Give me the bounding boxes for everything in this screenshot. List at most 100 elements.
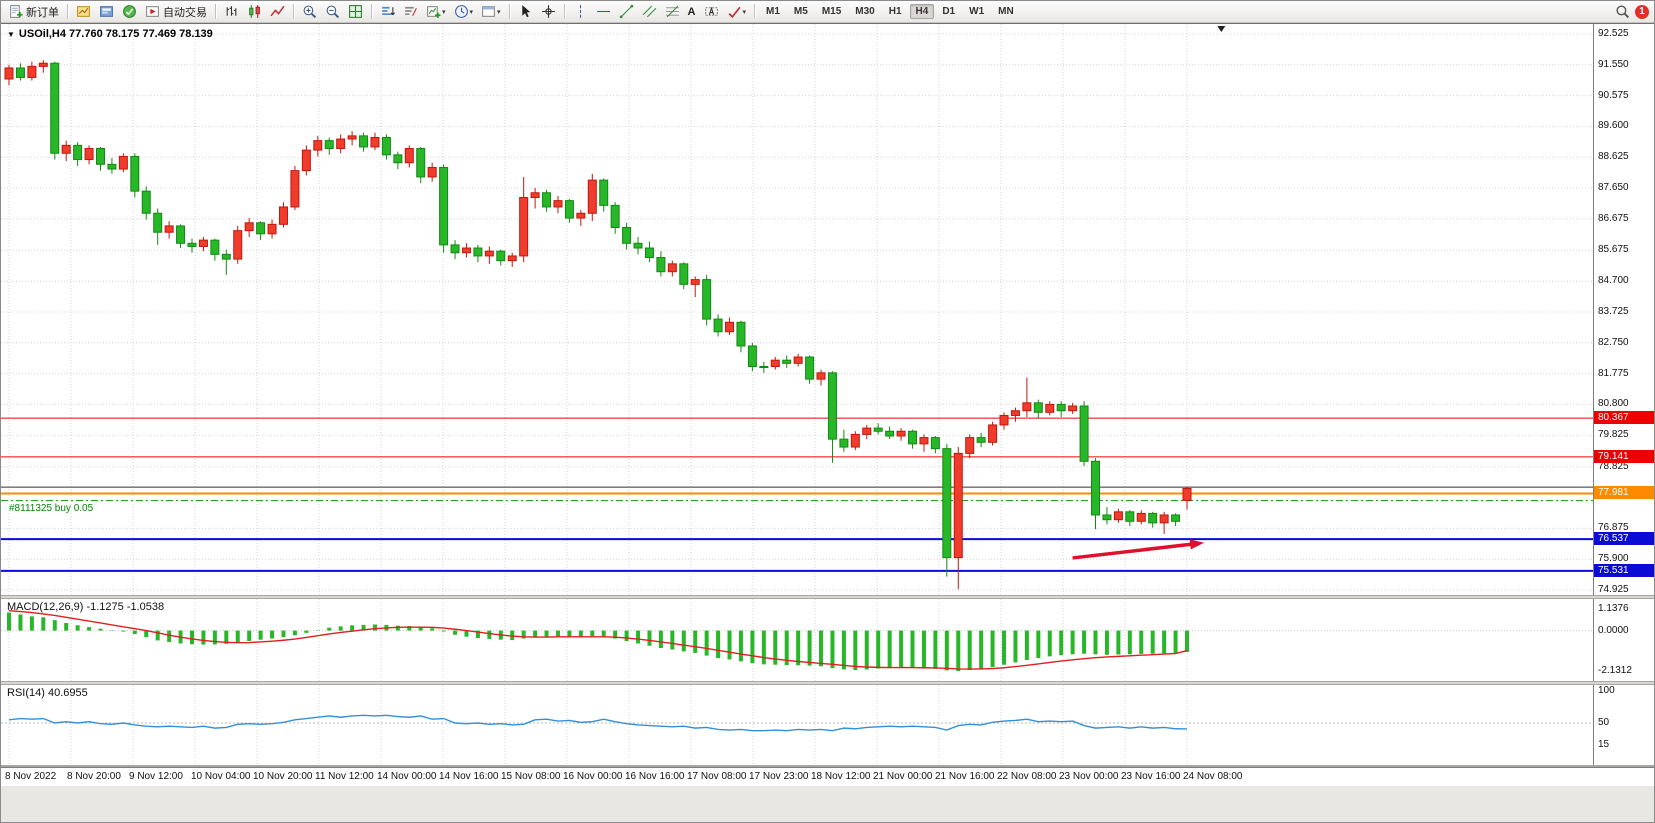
time-axis[interactable]: 8 Nov 2022 8 Nov 20:00 9 Nov 12:00 10 Nov 0…	[1, 767, 1654, 786]
candle-body	[553, 200, 563, 208]
candle-body	[290, 170, 300, 208]
indicators-list-button[interactable]	[376, 1, 399, 22]
caret-down-icon: ▾	[497, 8, 501, 16]
arrow-objects-button[interactable]: ▾	[723, 1, 751, 22]
price-axis-label: 90.575	[1598, 89, 1629, 101]
candle-body	[141, 190, 151, 214]
trendline-button[interactable]	[615, 1, 638, 22]
profiles-button[interactable]	[95, 1, 118, 22]
candle-body	[359, 135, 369, 148]
templates-button[interactable]: ▾	[477, 1, 505, 22]
indicator-list-icon	[403, 4, 418, 19]
time-axis-label: 23 Nov 16:00	[1121, 771, 1181, 782]
search-icon[interactable]	[1615, 4, 1630, 19]
cursor-button[interactable]	[514, 1, 537, 22]
tile-windows-button[interactable]	[344, 1, 367, 22]
timeframe-H4-button[interactable]: H4	[909, 4, 935, 19]
bar-chart-mode-button[interactable]	[220, 1, 243, 22]
timeframe-W1-button[interactable]: W1	[969, 6, 985, 17]
pane-splitter[interactable]	[1, 595, 1654, 599]
pane-splitter[interactable]	[1, 681, 1654, 685]
market-watch-button[interactable]	[118, 1, 141, 22]
price-axis-label: 80.800	[1598, 398, 1629, 410]
time-axis-label: 18 Nov 12:00	[811, 771, 871, 782]
candle-body	[50, 62, 60, 154]
price-axis-label: 75.900	[1598, 553, 1629, 565]
timeframe-M5-button[interactable]: M5	[793, 6, 808, 17]
line-chart-mode-button[interactable]	[266, 1, 289, 22]
zoom-in-button[interactable]	[298, 1, 321, 22]
timeframe-M30-button[interactable]: M30	[855, 6, 875, 17]
rsi-pane[interactable]: RSI(14) 40.6955	[1, 685, 1593, 765]
time-axis-label: 14 Nov 16:00	[439, 771, 499, 782]
label-icon	[704, 4, 719, 19]
candle-body	[107, 163, 117, 170]
candle-body	[850, 433, 860, 448]
macd-signal-line	[8, 609, 1188, 670]
hline-icon	[596, 4, 611, 19]
candle-body	[656, 257, 666, 273]
candle-body	[930, 437, 940, 450]
text-label-button[interactable]	[700, 1, 723, 22]
new-chart-button[interactable]	[72, 1, 95, 22]
horizontal-line-button[interactable]	[592, 1, 615, 22]
candle-body	[244, 222, 254, 232]
macd-axis-label: 0.0000	[1598, 624, 1629, 636]
time-axis-label: 14 Nov 00:00	[377, 771, 437, 782]
periods-button[interactable]: ▾	[450, 1, 478, 22]
equidistant-channel-button[interactable]	[638, 1, 661, 22]
candle-body	[885, 430, 895, 437]
candle-body	[153, 212, 163, 233]
toolbar-separator	[754, 4, 756, 19]
price-axis-label: 86.675	[1598, 212, 1629, 224]
time-axis-label: 17 Nov 08:00	[687, 771, 747, 782]
candle-body	[725, 321, 735, 333]
candle-body	[4, 67, 14, 80]
price-axis-label: 91.550	[1598, 58, 1629, 70]
cursor-icon	[518, 4, 533, 19]
crosshair-button[interactable]	[537, 1, 560, 22]
bar-chart-icon	[224, 4, 239, 19]
candle-body	[587, 179, 597, 214]
zoom-out-button[interactable]	[321, 1, 344, 22]
price-marker: 76.537	[1594, 532, 1654, 546]
timeframe-H1-button[interactable]: H1	[888, 6, 902, 17]
candlestick-mode-button[interactable]	[243, 1, 266, 22]
candle-body	[599, 179, 609, 206]
add-indicator-button[interactable]: ▾	[422, 1, 450, 22]
time-axis-label: 8 Nov 20:00	[67, 771, 121, 782]
objects-list-button[interactable]	[399, 1, 422, 22]
pane-splitter[interactable]	[1, 765, 1654, 767]
candle-body	[679, 263, 689, 285]
new-order-button[interactable]: 新订单	[4, 1, 63, 22]
candle-body	[999, 414, 1009, 426]
fibonacci-retracement-button[interactable]	[661, 1, 684, 22]
text-button[interactable]: A	[684, 1, 700, 22]
timeframe-MN-button[interactable]: MN	[998, 6, 1014, 17]
one-click-trading-toggle[interactable]: ▼	[7, 29, 15, 39]
candle-body	[210, 239, 220, 255]
price-axis-label: 83.725	[1598, 306, 1629, 317]
main-chart-pane[interactable]: ▼ USOil,H4 77.760 78.175 77.469 78.139 #…	[1, 24, 1593, 595]
candle-body	[267, 223, 277, 235]
vertical-line-button[interactable]	[569, 1, 592, 22]
arrow-annotation[interactable]	[1072, 542, 1195, 560]
candle-body	[313, 140, 323, 151]
candle-body	[633, 242, 643, 249]
timeframe-M1-button[interactable]: M1	[766, 6, 780, 17]
sorted-bars-icon	[380, 4, 395, 19]
candle-body	[61, 144, 71, 154]
arrow-annotation-head[interactable]	[1189, 539, 1205, 550]
shift-marker-icon[interactable]	[1217, 26, 1226, 32]
open-position-label[interactable]: #8111325 buy 0.05	[9, 502, 94, 514]
candle-body	[1033, 402, 1043, 413]
timeframe-D1-button[interactable]: D1	[942, 6, 956, 17]
candle-body	[461, 247, 471, 254]
candle-body	[450, 244, 460, 254]
price-axis[interactable]: 92.525 91.550 90.575 89.600 88.625 87.650 86.6…	[1593, 24, 1654, 767]
caret-down-icon: ▾	[742, 8, 747, 16]
notification-badge[interactable]: 1	[1635, 4, 1649, 19]
autotrading-button[interactable]: 自动交易	[141, 1, 211, 22]
macd-pane[interactable]: MACD(12,26,9) -1.1275 -1.0538	[1, 599, 1593, 681]
timeframe-M15-button[interactable]: M15	[821, 6, 842, 17]
